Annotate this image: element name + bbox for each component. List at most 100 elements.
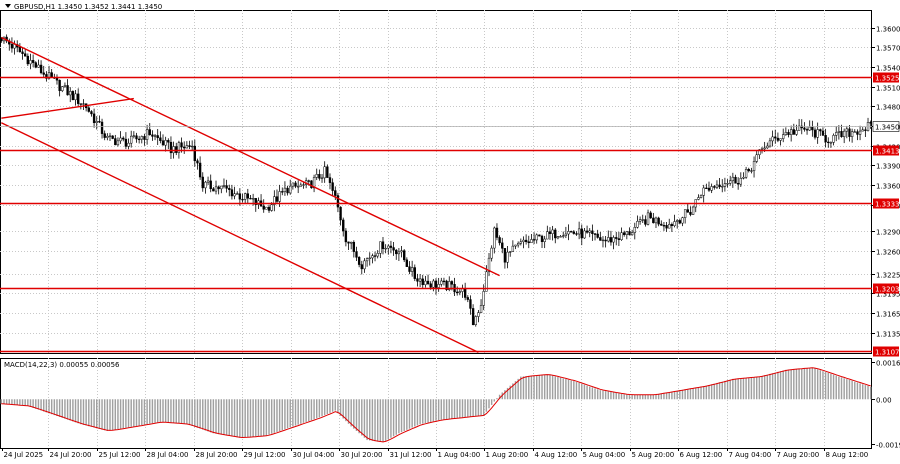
candle-body	[220, 185, 223, 190]
candle-body	[832, 135, 835, 143]
candle-body	[214, 186, 218, 192]
candle-body	[683, 209, 687, 218]
candle-body	[368, 257, 371, 259]
candle-body	[744, 169, 748, 178]
x-axis-label: 5 Aug 20:00	[632, 451, 675, 459]
candle-body	[350, 241, 353, 244]
candle-body	[567, 231, 570, 235]
candle-body	[837, 131, 841, 133]
candle-body	[840, 131, 843, 137]
candle-body	[29, 60, 32, 65]
candle-body	[548, 231, 552, 234]
candle-body	[752, 161, 756, 171]
candle-body	[262, 205, 265, 210]
candle-body	[596, 233, 599, 238]
candle-body	[649, 212, 652, 219]
candle-body	[559, 236, 562, 238]
candle-body	[819, 129, 822, 132]
level-label: 1.3525	[875, 75, 900, 83]
candle-body	[858, 130, 862, 135]
candle-body	[861, 129, 864, 132]
candle-body	[654, 217, 658, 224]
candle-body	[734, 176, 737, 184]
candle-body	[434, 280, 438, 288]
candle-body	[543, 238, 546, 242]
candle-body	[410, 267, 414, 272]
candle-body	[800, 125, 803, 129]
candle-body	[270, 204, 273, 211]
candle-body	[384, 247, 387, 250]
candle-body	[24, 53, 27, 57]
candle-body	[736, 183, 740, 185]
candle-body	[217, 186, 220, 190]
candle-body	[334, 190, 337, 196]
candle-body	[90, 111, 93, 115]
candle-body	[103, 133, 106, 138]
candle-body	[657, 217, 660, 225]
candle-body	[535, 234, 538, 241]
candle-body	[278, 191, 281, 202]
candle-body	[347, 241, 350, 244]
candle-body	[678, 220, 682, 224]
candle-body	[588, 230, 591, 233]
candle-body	[821, 130, 825, 136]
level-label: 1.3333	[875, 201, 900, 209]
candle-body	[159, 137, 162, 141]
candle-body	[243, 193, 247, 200]
candle-body	[776, 137, 780, 141]
candle-body	[729, 180, 732, 184]
trendline-lower-channel	[1, 122, 479, 353]
macd-header: MACD(14,22,3) 0.00055 0.00056	[4, 361, 120, 369]
candle-body	[437, 284, 440, 288]
candle-body	[665, 225, 668, 229]
candle-body	[315, 174, 318, 178]
macd-y-label: -0.00196	[876, 442, 900, 450]
candle-body	[190, 145, 194, 148]
candle-body	[580, 228, 583, 239]
candle-body	[699, 195, 703, 198]
candle-body	[198, 162, 202, 178]
candle-body	[47, 72, 51, 79]
candle-body	[323, 166, 326, 179]
candle-body	[527, 241, 530, 244]
level-label-bg	[873, 145, 899, 156]
candle-body	[697, 197, 700, 200]
candle-body	[344, 230, 348, 243]
candle-body	[538, 234, 541, 237]
candle-body	[747, 169, 750, 172]
candle-body	[808, 126, 811, 131]
candle-body	[336, 195, 340, 208]
candle-body	[283, 187, 287, 192]
candle-body	[185, 145, 189, 149]
candle-body	[681, 217, 684, 224]
candle-body	[848, 128, 851, 137]
candle-body	[387, 245, 390, 249]
x-axis-label: 6 Aug 12:00	[680, 451, 723, 459]
candle-body	[389, 245, 393, 248]
candle-body	[400, 250, 403, 253]
candle-body	[395, 249, 398, 255]
candle-body	[376, 253, 379, 257]
candle-body	[638, 219, 642, 222]
candle-body	[487, 257, 491, 273]
candle-body	[257, 200, 260, 205]
candle-body	[310, 180, 313, 189]
candle-body	[803, 127, 806, 130]
candle-body	[45, 74, 48, 79]
candle-body	[816, 129, 819, 138]
candle-body	[10, 43, 14, 49]
candle-body	[787, 132, 790, 135]
candle-body	[612, 237, 615, 243]
candle-body	[593, 233, 597, 235]
candle-body	[66, 85, 69, 96]
candle-body	[175, 146, 178, 153]
candle-body	[466, 297, 469, 300]
candle-body	[572, 231, 576, 234]
current-price-label-bg	[872, 121, 900, 132]
candle-body	[230, 189, 234, 197]
candle-body	[742, 176, 745, 179]
candle-body	[782, 134, 785, 139]
candle-body	[225, 185, 228, 189]
candle-body	[784, 132, 788, 135]
candle-body	[707, 187, 711, 191]
